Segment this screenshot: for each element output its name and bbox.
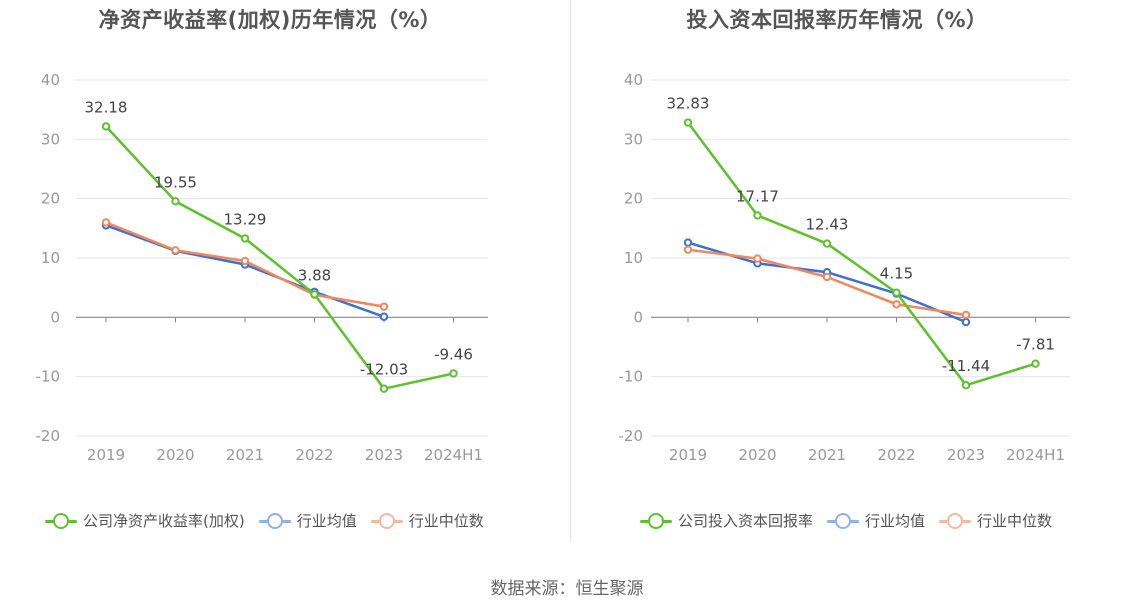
- industry-median-data-point: [101, 218, 111, 227]
- industry-median-data-point: [379, 302, 389, 311]
- industry-median-data-point: [171, 246, 180, 255]
- industry-median-data-point: [240, 256, 250, 266]
- x-tick-label: 2021: [808, 446, 846, 464]
- y-tick-label: 40: [624, 71, 643, 89]
- company-data-label: 17.17: [736, 187, 779, 205]
- legend-label: 行业中位数: [977, 512, 1053, 530]
- industry-mean-data-point: [683, 238, 693, 247]
- x-tick-label: 2019: [87, 446, 125, 464]
- legend-item-industry-mean[interactable]: 行业均值: [258, 510, 357, 531]
- company-data-point: [101, 122, 111, 131]
- company-data-point: [171, 197, 180, 206]
- company-data-label: -9.46: [434, 345, 473, 363]
- company-data-label: -11.44: [942, 357, 990, 375]
- company-data-point: [1031, 359, 1040, 368]
- company-data-point: [449, 369, 458, 378]
- legend-swatch-icon: [939, 512, 972, 529]
- roic-chart-plot: 40 30 20 10 0 -10 -20 2019 2020 2021 2022 2023 2024H…: [619, 71, 1070, 464]
- company-data-point: [310, 290, 319, 299]
- legend-label: 公司投入资本回报率: [678, 512, 814, 530]
- y-tick-label: 30: [41, 130, 60, 148]
- y-tick-label: 0: [633, 308, 643, 326]
- industry-median-data-point: [961, 310, 971, 320]
- x-tick-label: 2020: [738, 446, 776, 464]
- x-tick-label: 2023: [365, 446, 403, 464]
- x-tick-label: 2019: [669, 446, 707, 464]
- industry-median-data-point: [892, 300, 901, 309]
- company-data-point: [822, 239, 832, 248]
- company-data-point: [753, 211, 762, 220]
- roe-chart-legend: 公司净资产收益率(加权) 行业均值 行业中位数: [0, 510, 612, 531]
- legend-label: 行业均值: [296, 512, 357, 530]
- roe-chart-plot: 40 30 20 10 0 -10 -20 2019 2020 2021 2022 2023 2024H…: [36, 71, 488, 464]
- legend-label: 公司净资产收益率(加权): [83, 512, 245, 530]
- x-tick-label: 2024H1: [424, 446, 483, 464]
- y-tick-label: 0: [50, 308, 60, 326]
- x-tick-label: 2023: [947, 446, 985, 464]
- x-tick-label: 2020: [156, 446, 194, 464]
- legend-swatch-icon: [258, 512, 291, 529]
- company-data-label: 4.15: [880, 265, 913, 283]
- industry-mean-data-point: [379, 312, 389, 321]
- legend-label: 行业中位数: [408, 512, 484, 530]
- company-data-point: [961, 381, 971, 390]
- company-data-label: -7.81: [1016, 336, 1055, 354]
- company-data-label: 13.29: [224, 210, 267, 228]
- industry-mean-data-point: [961, 317, 971, 327]
- y-tick-label: -20: [36, 427, 61, 445]
- legend-item-company[interactable]: 公司净资产收益率(加权): [45, 510, 245, 531]
- y-tick-label: 20: [624, 190, 643, 208]
- y-tick-label: -10: [36, 368, 61, 386]
- x-tick-label: 2024H1: [1006, 446, 1065, 464]
- y-tick-label: -10: [619, 368, 644, 386]
- company-series-line: [105, 125, 454, 390]
- legend-swatch-icon: [827, 512, 860, 529]
- legend-item-company[interactable]: 公司投入资本回报率: [640, 510, 813, 531]
- y-tick-label: 40: [41, 71, 60, 89]
- roe-chart-panel: 净资产收益率(加权)历年情况（%） 40 30 20 10 0 -10 -20 2019 202…: [0, 0, 567, 545]
- company-data-label: 12.43: [806, 216, 849, 234]
- legend-label: 行业均值: [865, 512, 926, 530]
- company-data-label: -12.03: [360, 361, 408, 379]
- company-data-point: [683, 118, 693, 127]
- industry-median-data-point: [753, 254, 762, 263]
- company-data-point: [379, 384, 389, 393]
- y-tick-label: 10: [41, 249, 60, 267]
- legend-swatch-icon: [640, 512, 672, 529]
- company-data-point: [240, 234, 250, 243]
- y-tick-label: 30: [624, 130, 643, 148]
- company-data-label: 32.83: [667, 95, 710, 113]
- roic-chart-title: 投入资本回报率历年情况（%）: [686, 8, 988, 32]
- legend-item-industry-mean[interactable]: 行业均值: [827, 510, 925, 531]
- company-data-label: 3.88: [298, 266, 331, 284]
- legend-swatch-icon: [370, 512, 403, 529]
- roic-chart-panel: 投入资本回报率历年情况（%） 40 30 20 10 0 -10 -20 2019 2020 20…: [567, 0, 1134, 545]
- x-tick-label: 2022: [295, 446, 333, 464]
- company-series-line: [686, 121, 1036, 387]
- panel-divider: [570, 0, 571, 542]
- company-data-label: 32.18: [85, 98, 128, 116]
- y-tick-label: -20: [619, 427, 644, 445]
- industry-median-data-point: [683, 245, 693, 254]
- x-tick-label: 2021: [226, 446, 264, 464]
- y-tick-label: 10: [624, 249, 643, 267]
- y-tick-label: 20: [41, 190, 60, 208]
- industry-median-data-point: [822, 272, 832, 282]
- data-source-note: 数据来源：恒生聚源: [490, 579, 644, 599]
- company-data-label: 19.55: [154, 173, 197, 191]
- roic-chart-legend: 公司投入资本回报率 行业均值 行业中位数: [567, 510, 1134, 531]
- legend-item-industry-median[interactable]: 行业中位数: [939, 510, 1052, 531]
- legend-item-industry-median[interactable]: 行业中位数: [370, 510, 484, 531]
- company-data-point: [892, 288, 901, 297]
- legend-swatch-icon: [45, 512, 77, 529]
- x-tick-label: 2022: [877, 446, 915, 464]
- roe-chart-title: 净资产收益率(加权)历年情况（%）: [98, 8, 442, 32]
